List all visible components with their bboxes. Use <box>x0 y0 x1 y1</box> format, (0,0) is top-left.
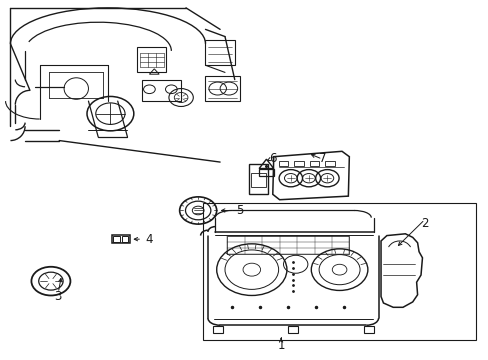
Bar <box>363 326 373 333</box>
Text: 5: 5 <box>235 204 243 217</box>
Text: 6: 6 <box>268 152 276 165</box>
Bar <box>259 169 273 176</box>
Bar <box>249 164 267 194</box>
Bar <box>113 236 120 242</box>
Bar <box>293 161 303 166</box>
Text: 1: 1 <box>277 339 284 352</box>
Text: 7: 7 <box>318 152 325 165</box>
Bar <box>212 326 222 333</box>
Bar <box>203 203 475 339</box>
Bar <box>205 76 239 101</box>
Bar <box>309 161 319 166</box>
Bar <box>205 40 234 65</box>
Bar <box>288 326 298 333</box>
Bar <box>122 236 128 242</box>
Text: 2: 2 <box>420 216 428 230</box>
Bar <box>325 161 334 166</box>
Bar <box>137 47 166 72</box>
Bar <box>142 80 181 101</box>
Text: 4: 4 <box>145 233 153 246</box>
Bar <box>227 235 348 253</box>
Bar <box>112 235 130 243</box>
Bar <box>278 161 288 166</box>
Text: 3: 3 <box>55 290 62 303</box>
Bar <box>251 173 265 187</box>
